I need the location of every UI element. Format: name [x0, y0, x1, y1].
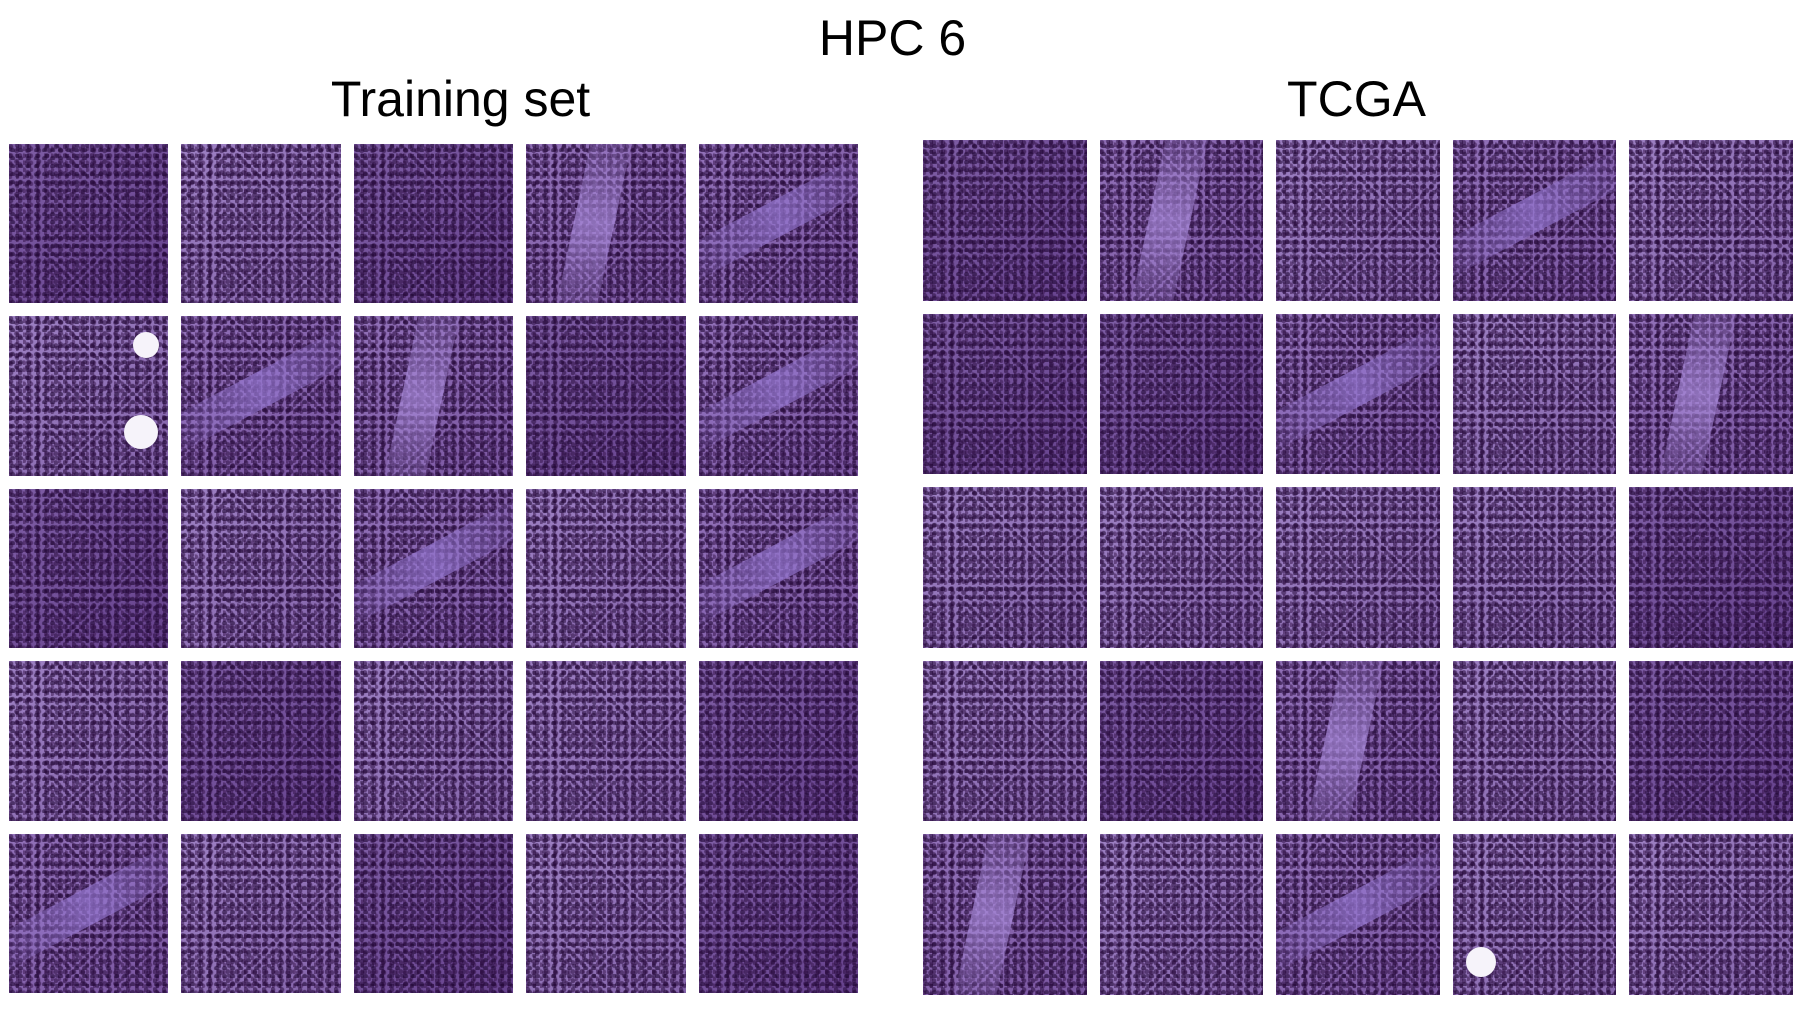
histology-tile-image	[1099, 140, 1264, 301]
histology-tile-image	[1276, 487, 1440, 648]
histology-tile-image	[923, 834, 1087, 995]
histology-tile-image	[1276, 140, 1440, 301]
histology-tile-image	[181, 488, 341, 649]
tcga-tile-grid	[923, 140, 1793, 995]
histology-tile-image	[526, 144, 686, 304]
histology-tile-image	[698, 661, 858, 821]
panel-title-training-set: Training set	[330, 71, 591, 127]
histology-tile-image	[9, 488, 169, 649]
training-set-tile-grid	[9, 144, 858, 993]
histology-tile-image	[9, 833, 169, 993]
histology-tile-image	[1629, 140, 1793, 301]
histology-tile-image	[181, 316, 341, 476]
histology-tile-image	[1099, 660, 1264, 822]
histology-tile-image	[1452, 487, 1617, 648]
vacuole-mark	[133, 332, 160, 359]
histology-tile-image	[1452, 313, 1617, 475]
histology-tile-image	[9, 316, 169, 476]
vacuole-mark	[123, 415, 158, 450]
histology-tile-image	[526, 833, 686, 993]
histology-tile-image	[181, 661, 341, 821]
histology-tile-image	[181, 833, 341, 993]
histology-tile-image	[1452, 140, 1617, 301]
histology-tile-image	[698, 488, 858, 649]
histology-tile-image	[1629, 313, 1793, 475]
histology-tile-image	[1099, 834, 1264, 995]
vacuole-mark	[1465, 946, 1496, 977]
histology-tile-image	[1099, 313, 1264, 475]
histology-tile-image	[9, 661, 169, 821]
histology-tile-image	[353, 488, 514, 649]
histology-tile-image	[1629, 487, 1793, 648]
histology-tile-image	[526, 661, 686, 821]
histology-tile-image	[526, 488, 686, 649]
panel-title-tcga: TCGA	[1287, 71, 1426, 127]
histology-tile-image	[1629, 834, 1793, 995]
histology-tile-image	[353, 833, 514, 993]
histology-tile-image	[698, 144, 858, 304]
histology-tile-image	[923, 487, 1087, 648]
histology-tile-image	[9, 144, 169, 304]
histology-tile-image	[1629, 660, 1793, 822]
histology-tile-image	[698, 316, 858, 476]
histology-tile-image	[923, 140, 1087, 301]
histology-tile-image	[353, 316, 514, 476]
histology-tile-image	[1276, 313, 1440, 475]
histology-tile-image	[923, 660, 1087, 822]
histology-tile-image	[1276, 834, 1440, 995]
histology-tile-image	[353, 661, 514, 821]
histology-tile-image	[923, 313, 1087, 475]
histology-tile-image	[1099, 487, 1264, 648]
histology-tile-image	[353, 144, 514, 304]
histology-tile-image	[1452, 834, 1617, 995]
histology-tile-image	[526, 316, 686, 476]
histology-tile-image	[1276, 660, 1440, 822]
figure-title: HPC 6	[818, 10, 967, 66]
histology-tile-image	[698, 833, 858, 993]
histology-tile-image	[181, 144, 341, 304]
histology-tile-image	[1452, 660, 1617, 822]
